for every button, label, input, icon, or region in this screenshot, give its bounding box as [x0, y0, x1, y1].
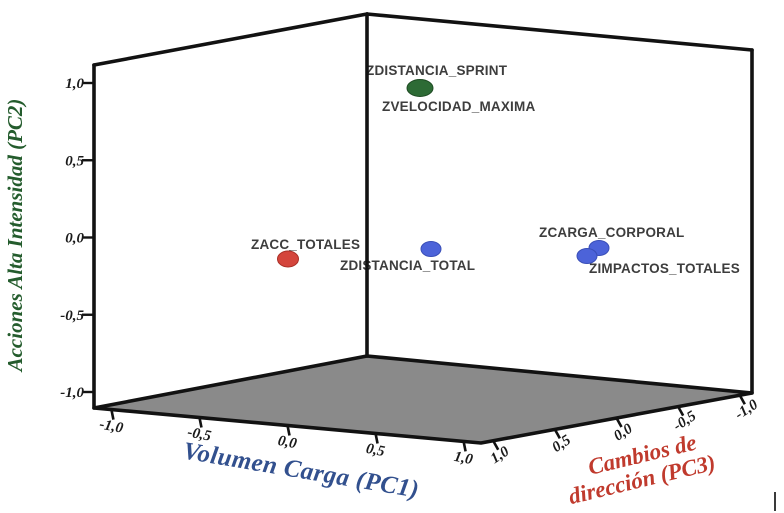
pc1-tick: [462, 441, 467, 452]
point-marker: [576, 248, 598, 264]
pc3-tick-label: -1,0: [732, 396, 761, 423]
point-label: ZDISTANCIA_TOTAL: [340, 258, 475, 273]
pc3-tick: [553, 428, 561, 440]
pc1-tick-label: 0,0: [277, 433, 299, 452]
pc3-tick: [677, 405, 685, 417]
pc1-tick: [286, 425, 291, 436]
pc1-tick-label: -1,0: [98, 417, 125, 437]
point-label: ZCARGA_CORPORAL: [539, 225, 685, 240]
pc2-tick-label: -1,0: [60, 385, 84, 401]
pc1-tick: [198, 417, 203, 428]
pc1-tick-label: -0,5: [186, 424, 213, 444]
pc3-tick-label: 0,5: [549, 432, 574, 456]
pc3-tick-label: -0,5: [671, 408, 700, 435]
pc2-tick-label: 0,5: [65, 153, 84, 169]
box-edge-top-right: [365, 12, 754, 52]
pc3-tick-label: 0,0: [611, 421, 636, 445]
pc1-tick: [374, 433, 379, 444]
pc2-axis-title: Acciones Alta Intensidad (PC2): [3, 99, 27, 374]
pc1-tick-label: 0,5: [365, 441, 387, 460]
pc3-tick-label: 1,0: [488, 443, 513, 467]
point-marker: [277, 250, 299, 268]
cursor-artifact: [774, 492, 776, 511]
pc2-tick-label: 1,0: [65, 76, 84, 92]
pc3-tick: [738, 394, 746, 405]
pc3-tick: [615, 417, 623, 428]
pc1-tick-label: 1,0: [453, 449, 475, 468]
pc1-tick: [110, 409, 115, 420]
pc3-axis-title: Cambios dedirección (PC3): [561, 426, 718, 509]
point-marker: [406, 79, 434, 97]
point-label: ZDISTANCIA_SPRINT: [366, 63, 508, 78]
point-marker: [420, 241, 442, 257]
box-edge-top-left: [92, 12, 369, 67]
point-label: ZVELOCIDAD_MAXIMA: [382, 99, 535, 114]
point-label: ZIMPACTOS_TOTALES: [589, 261, 740, 276]
point-label: ZACC_TOTALES: [251, 237, 360, 252]
pc2-tick-label: -0,5: [60, 308, 84, 324]
pc2-tick-label: 0,0: [65, 231, 84, 247]
pc3-tick: [492, 440, 500, 451]
